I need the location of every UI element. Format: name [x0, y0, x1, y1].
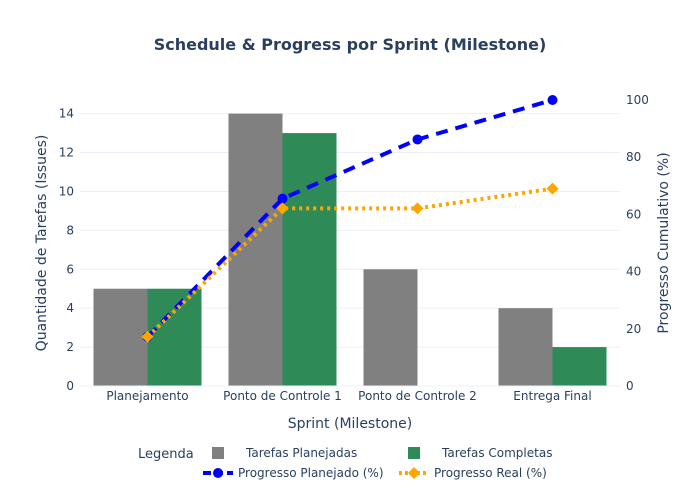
marker-planned-progress [277, 193, 288, 204]
y-tick-label: 12 [59, 146, 74, 160]
bar-planned [228, 113, 283, 386]
line-planned-progress [146, 98, 554, 339]
legend-marker [408, 467, 420, 479]
line-real-progress [146, 186, 553, 339]
legend: Legenda Tarefas Planejadas Tarefas Comple… [138, 446, 552, 480]
x-tick-label: Entrega Final [513, 389, 591, 403]
legend-swatch [408, 447, 420, 459]
legend-item: Progresso Planejado (%) [203, 466, 384, 480]
y2-tick-label: 60 [626, 207, 641, 221]
y-axis-title: Quantidade de Tarefas (Issues) [34, 135, 50, 352]
bar-planned [363, 269, 418, 386]
legend-item: Progresso Real (%) [399, 466, 547, 480]
marker-real-progress [411, 202, 424, 215]
y-tick-label: 2 [66, 340, 74, 354]
bar-planned [498, 308, 553, 386]
marker-planned-progress [547, 95, 558, 105]
x-tick-label: Ponto de Controle 2 [358, 389, 477, 403]
x-axis-title: Sprint (Milestone) [288, 416, 412, 432]
legend-title: Legenda [138, 447, 194, 462]
x-tick-label: Planejamento [106, 389, 188, 403]
legend-label: Tarefas Planejadas [245, 446, 357, 460]
y-tick-label: 10 [59, 184, 74, 198]
marker-planned-progress [412, 134, 423, 145]
legend-label: Tarefas Completas [441, 446, 552, 460]
y2-tick-label: 20 [626, 322, 641, 336]
y2-tick-label: 0 [626, 379, 634, 393]
legend-label: Progresso Planejado (%) [238, 466, 384, 480]
axes: 0 2 4 6 8 10 12 14 0 20 40 60 80 100 Planejamento Ponto… [59, 93, 649, 403]
legend-item: Tarefas Planejadas [212, 446, 357, 460]
y-tick-label: 0 [66, 379, 74, 393]
y-tick-label: 14 [59, 107, 74, 121]
y2-axis-title: Progresso Cumulativo (%) [656, 152, 672, 333]
bar-completed [552, 347, 607, 386]
bar-completed [147, 288, 202, 386]
bar-planned [93, 288, 148, 386]
marker-real-progress [276, 202, 289, 215]
legend-label: Progresso Real (%) [434, 466, 547, 480]
chart-title: Schedule & Progress por Sprint (Mileston… [154, 35, 547, 54]
y-tick-label: 8 [66, 223, 74, 237]
legend-swatch [212, 447, 224, 459]
y2-tick-label: 80 [626, 150, 641, 164]
legend-marker [213, 468, 223, 478]
legend-item: Tarefas Completas [408, 446, 552, 460]
marker-real-progress [546, 182, 559, 195]
y2-tick-label: 40 [626, 265, 641, 279]
y2-tick-label: 100 [626, 93, 649, 107]
x-tick-label: Ponto de Controle 1 [223, 389, 342, 403]
bars [93, 113, 607, 386]
bar-completed [282, 133, 337, 386]
marker-real-progress [141, 330, 154, 343]
y-tick-label: 4 [66, 301, 74, 315]
y-tick-label: 6 [66, 262, 74, 276]
lines [141, 95, 559, 343]
